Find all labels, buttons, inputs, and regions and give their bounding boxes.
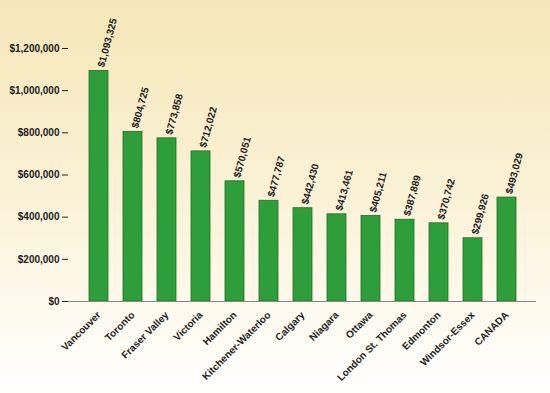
- svg-text:$600,000: $600,000: [18, 169, 60, 180]
- svg-text:$400,000: $400,000: [18, 211, 60, 222]
- svg-text:$570,051: $570,051: [231, 135, 253, 179]
- svg-text:$0: $0: [48, 296, 60, 307]
- svg-text:$493,029: $493,029: [503, 151, 525, 195]
- svg-text:$773,858: $773,858: [163, 92, 185, 136]
- svg-text:$442,430: $442,430: [299, 162, 321, 206]
- svg-text:$1,000,000: $1,000,000: [9, 85, 59, 96]
- svg-text:$387,889: $387,889: [401, 174, 423, 218]
- svg-text:$413,461: $413,461: [333, 168, 355, 212]
- svg-text:$1,093,325: $1,093,325: [95, 17, 119, 69]
- svg-text:Toronto: Toronto: [103, 309, 137, 343]
- svg-text:Hamilton: Hamilton: [200, 309, 239, 348]
- svg-text:$200,000: $200,000: [18, 254, 60, 265]
- svg-text:$800,000: $800,000: [18, 127, 60, 138]
- svg-text:Edmonton: Edmonton: [399, 309, 443, 352]
- svg-text:$477,787: $477,787: [265, 155, 287, 199]
- svg-text:Kitchener-Waterloo: Kitchener-Waterloo: [200, 309, 273, 382]
- svg-text:London St. Thomas: London St. Thomas: [335, 309, 409, 383]
- svg-text:CANADA: CANADA: [472, 309, 510, 347]
- svg-text:$299,926: $299,926: [469, 192, 491, 236]
- svg-text:Calgary: Calgary: [273, 309, 307, 343]
- svg-text:$712,022: $712,022: [197, 105, 219, 149]
- svg-text:Windsor-Essex: Windsor-Essex: [418, 309, 477, 368]
- svg-text:Fraser Valley: Fraser Valley: [119, 309, 171, 361]
- svg-text:$1,200,000: $1,200,000: [9, 43, 59, 54]
- svg-text:$804,725: $804,725: [129, 86, 151, 130]
- svg-text:$370,742: $370,742: [435, 177, 457, 221]
- svg-text:Vancouver: Vancouver: [59, 309, 103, 353]
- svg-text:Niagara: Niagara: [307, 309, 341, 343]
- svg-text:Victoria: Victoria: [171, 309, 205, 343]
- svg-text:$405,211: $405,211: [367, 170, 388, 213]
- svg-text:Ottawa: Ottawa: [343, 309, 375, 341]
